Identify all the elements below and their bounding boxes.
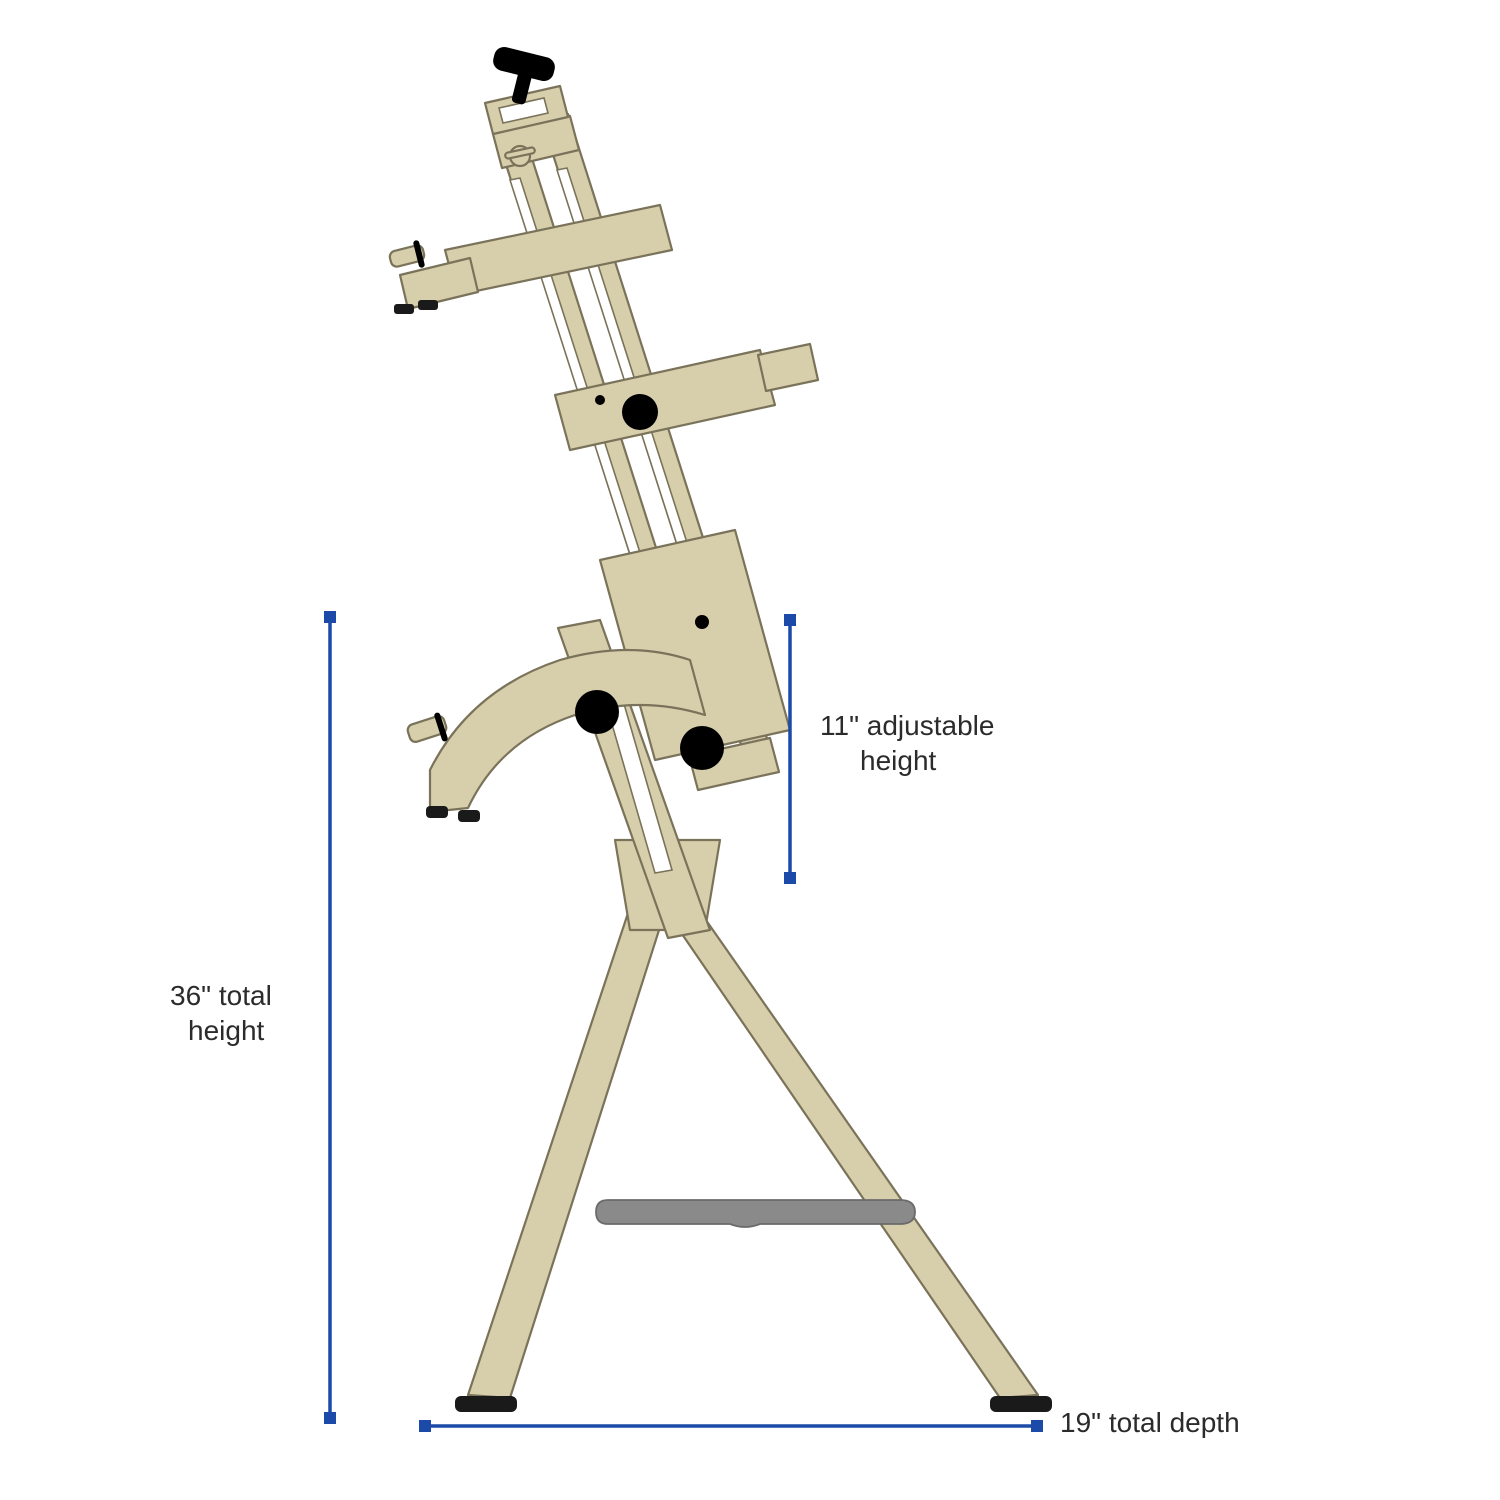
label-total-depth: 19" total depth xyxy=(1060,1407,1240,1438)
dim-total-depth: 19" total depth xyxy=(419,1407,1240,1438)
label-total-height-2: height xyxy=(188,1015,265,1046)
label-adj-height-1: 11" adjustable xyxy=(820,710,994,741)
feet xyxy=(455,1396,1052,1412)
label-adj-height-2: height xyxy=(860,745,937,776)
dim-total-height: 36" total height xyxy=(170,611,336,1424)
label-total-height-1: 36" total xyxy=(170,980,272,1011)
rear-leg xyxy=(647,883,1038,1398)
cross-shelf xyxy=(596,1200,915,1227)
front-leg xyxy=(468,883,674,1398)
dim-adjustable-height: 11" adjustable height xyxy=(784,614,994,884)
arm-wing-knob xyxy=(406,712,448,744)
diagram-canvas: 36" total height 11" adjustable height 1… xyxy=(0,0,1500,1500)
